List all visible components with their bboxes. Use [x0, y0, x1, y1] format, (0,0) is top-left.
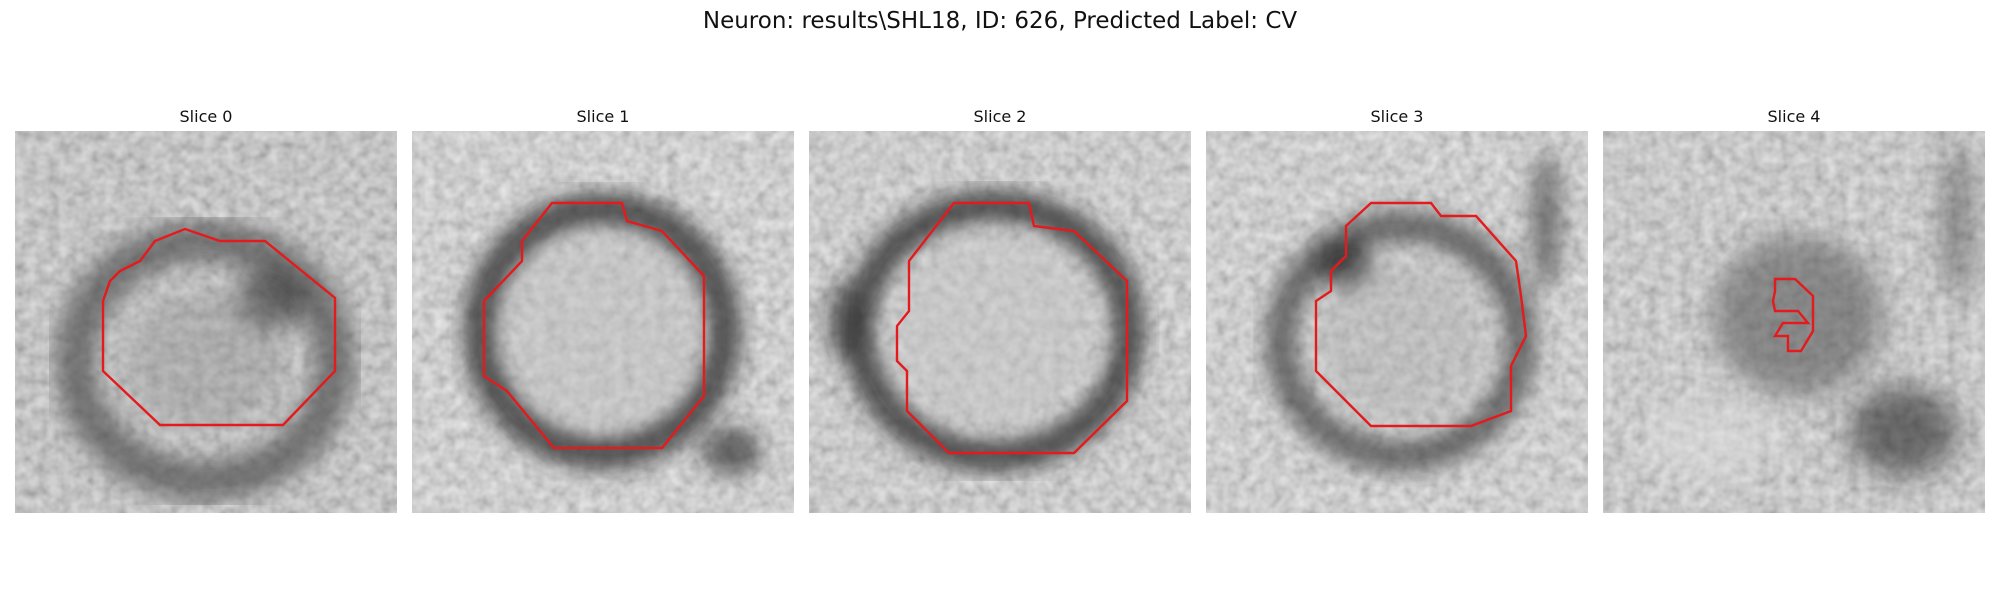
slice-image-1	[412, 131, 794, 513]
slice-image-3	[1206, 131, 1588, 513]
slice-panel-3: Slice 3	[1206, 105, 1588, 513]
roi-contour	[1314, 201, 1528, 428]
membrane-shading	[826, 190, 1145, 472]
slice-image-2	[809, 131, 1191, 513]
slice-panel-1: Slice 1	[412, 105, 794, 513]
slice-title: Slice 3	[1370, 107, 1424, 126]
slice-panel-0: Slice 0	[15, 105, 397, 513]
slice-title: Slice 2	[973, 107, 1027, 126]
membrane-shading	[463, 192, 762, 476]
slice-image-4	[1603, 131, 1985, 513]
slice-title: Slice 1	[576, 107, 630, 126]
roi-contour	[482, 201, 706, 450]
figure-title: Neuron: results\SHL18, ID: 626, Predicte…	[702, 8, 1298, 34]
roi-contour	[101, 227, 337, 427]
membrane-shading	[1638, 141, 1972, 481]
slice-image-0	[15, 131, 397, 513]
roi-contour	[895, 201, 1129, 455]
slice-panel-4: Slice 4	[1603, 105, 1985, 513]
slice-title: Slice 4	[1767, 107, 1821, 126]
roi-contour	[1771, 277, 1815, 353]
slice-panel-2: Slice 2	[809, 105, 1191, 513]
slice-title: Slice 0	[179, 107, 233, 126]
membrane-shading	[1266, 151, 1561, 471]
